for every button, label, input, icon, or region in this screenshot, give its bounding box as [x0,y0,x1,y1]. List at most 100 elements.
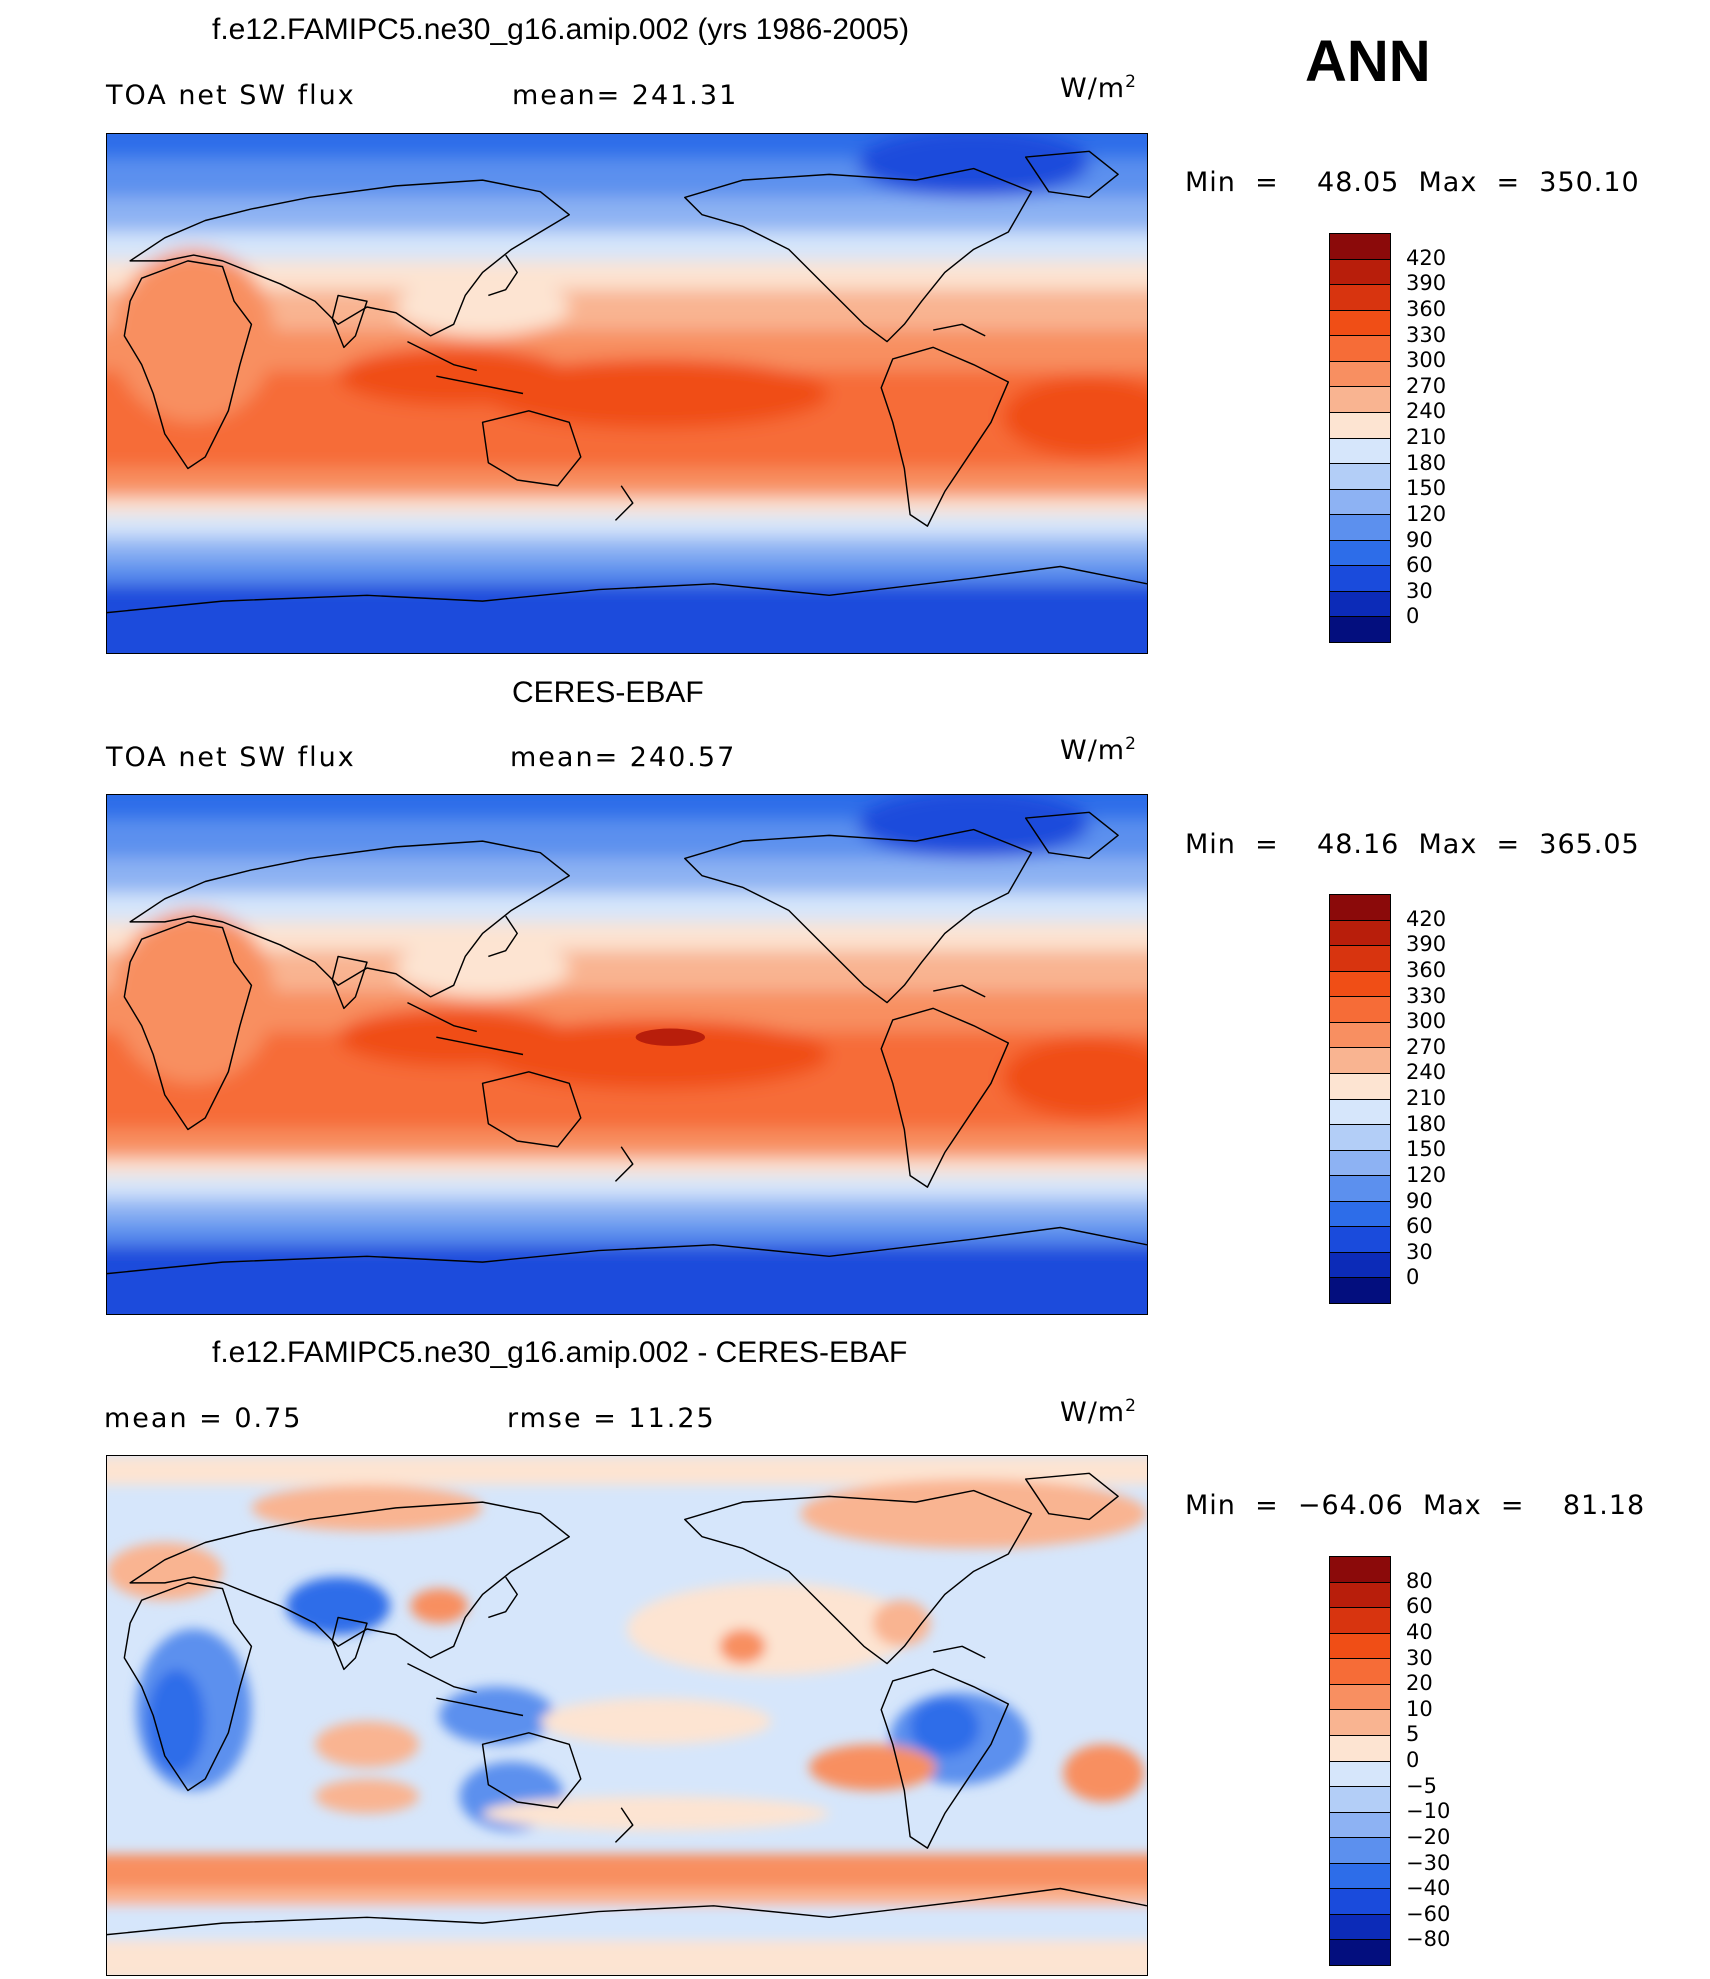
colorbar-tick-label: 60 [1406,1594,1433,1619]
colorbar-swatch [1330,1278,1390,1303]
panel-3-title: f.e12.FAMIPC5.ne30_g16.amip.002 - CERES-… [212,1336,908,1369]
colorbar-swatch [1330,946,1390,972]
colorbar-swatch [1330,1227,1390,1253]
colorbar-tick-label: 300 [1406,1009,1447,1034]
colorbar-swatch [1330,971,1390,998]
colorbar-tick-label: −40 [1406,1876,1451,1901]
colorbar-tick-label: 270 [1406,373,1447,398]
panel-2-minmax: Min = 48.16 Max = 365.05 [1185,829,1640,860]
colorbar-swatch [1330,1633,1390,1660]
panel-1-map-field [107,134,1147,653]
colorbar-swatch [1330,1252,1390,1279]
colorbar-tick-label: 10 [1406,1696,1433,1721]
colorbar-tick-label: 360 [1406,957,1447,982]
colorbar-tick-label: 150 [1406,476,1447,501]
colorbar-swatch [1330,1710,1390,1736]
colorbar-tick-label: 120 [1406,1162,1447,1187]
colorbar-tick-label: 300 [1406,348,1447,373]
colorbar-swatch [1330,1201,1390,1228]
colorbar-swatch [1330,464,1390,490]
colorbar-swatch [1330,489,1390,516]
colorbar-tick-label: 210 [1406,1086,1447,1110]
panel-1-colorbar [1329,233,1391,643]
colorbar-tick-label: 30 [1406,578,1433,603]
panel-3-map-field [107,1456,1147,1975]
panel-2-units: W/m2 [1060,734,1137,766]
colorbar-tick-label: 90 [1406,1188,1433,1213]
colorbar-tick-label: 420 [1406,245,1447,270]
colorbar-swatch [1330,591,1390,618]
colorbar-swatch [1330,1914,1390,1941]
colorbar-tick-label: 210 [1406,425,1447,449]
colorbar-tick-label: −10 [1406,1799,1451,1824]
colorbar-tick-label: 0 [1406,604,1420,629]
colorbar-tick-label: 5 [1406,1722,1420,1747]
colorbar-swatch [1330,310,1390,337]
colorbar-swatch [1330,1838,1390,1864]
panel-2-variable-label: TOA net SW flux [106,742,356,773]
colorbar-swatch [1330,1659,1390,1685]
panel-3-rmse-label: rmse = 11.25 [507,1403,716,1434]
colorbar-tick-label: 390 [1406,932,1447,957]
colorbar-tick-label: 180 [1406,1111,1447,1136]
colorbar-tick-label: 0 [1406,1748,1420,1772]
colorbar-tick-label: 30 [1406,1239,1433,1264]
colorbar-swatch [1330,1176,1390,1202]
colorbar-swatch [1330,387,1390,413]
colorbar-swatch [1330,540,1390,567]
colorbar-tick-label: −30 [1406,1850,1451,1875]
colorbar-tick-label: 240 [1406,1060,1447,1085]
season-label: ANN [1305,29,1431,94]
colorbar-swatch [1330,1557,1390,1583]
colorbar-tick-label: 0 [1406,1265,1420,1290]
panel-2-title: CERES-EBAF [512,676,704,709]
colorbar-swatch [1330,617,1390,642]
colorbar-swatch [1330,566,1390,592]
colorbar-swatch [1330,1684,1390,1711]
panel-1-title: f.e12.FAMIPC5.ne30_g16.amip.002 (yrs 198… [212,13,910,46]
colorbar-tick-label: 420 [1406,906,1447,931]
panel-2-map [106,794,1148,1315]
colorbar-swatch [1330,920,1390,947]
panel-3-colorbar [1329,1556,1391,1966]
colorbar-tick-label: 390 [1406,271,1447,296]
colorbar-swatch [1330,997,1390,1023]
panel-1-mean-label: mean= 241.31 [512,80,739,111]
panel-1-units: W/m2 [1060,72,1137,104]
colorbar-swatch [1330,1761,1390,1788]
panel-3-units: W/m2 [1060,1396,1137,1428]
panel-1-variable-label: TOA net SW flux [106,80,356,111]
colorbar-tick-label: 30 [1406,1645,1433,1670]
colorbar-swatch [1330,1608,1390,1634]
colorbar-swatch [1330,1582,1390,1609]
colorbar-tick-label: 120 [1406,501,1447,526]
panel-1-map [106,133,1148,654]
colorbar-tick-label: 40 [1406,1619,1433,1644]
colorbar-swatch [1330,1048,1390,1074]
colorbar-tick-label: 180 [1406,450,1447,475]
colorbar-tick-label: 60 [1406,1214,1433,1239]
colorbar-tick-label: 330 [1406,322,1447,347]
colorbar-swatch [1330,438,1390,465]
colorbar-tick-label: 60 [1406,553,1433,578]
colorbar-swatch [1330,1150,1390,1177]
panel-3-mean-label: mean = 0.75 [104,1403,303,1434]
panel-1-minmax: Min = 48.05 Max = 350.10 [1185,167,1640,198]
colorbar-tick-label: 330 [1406,983,1447,1008]
panel-3-map [106,1455,1148,1976]
panel-2-map-field [107,795,1147,1314]
colorbar-swatch [1330,336,1390,362]
colorbar-swatch [1330,259,1390,286]
colorbar-swatch [1330,895,1390,921]
colorbar-swatch [1330,412,1390,439]
colorbar-tick-label: 240 [1406,399,1447,424]
colorbar-tick-label: −60 [1406,1901,1451,1926]
colorbar-swatch [1330,1812,1390,1839]
colorbar-swatch [1330,1125,1390,1151]
colorbar-swatch [1330,1940,1390,1965]
colorbar-swatch [1330,1863,1390,1890]
colorbar-swatch [1330,285,1390,311]
colorbar-tick-label: −80 [1406,1927,1451,1952]
colorbar-tick-label: 80 [1406,1568,1433,1593]
colorbar-tick-label: −20 [1406,1824,1451,1849]
